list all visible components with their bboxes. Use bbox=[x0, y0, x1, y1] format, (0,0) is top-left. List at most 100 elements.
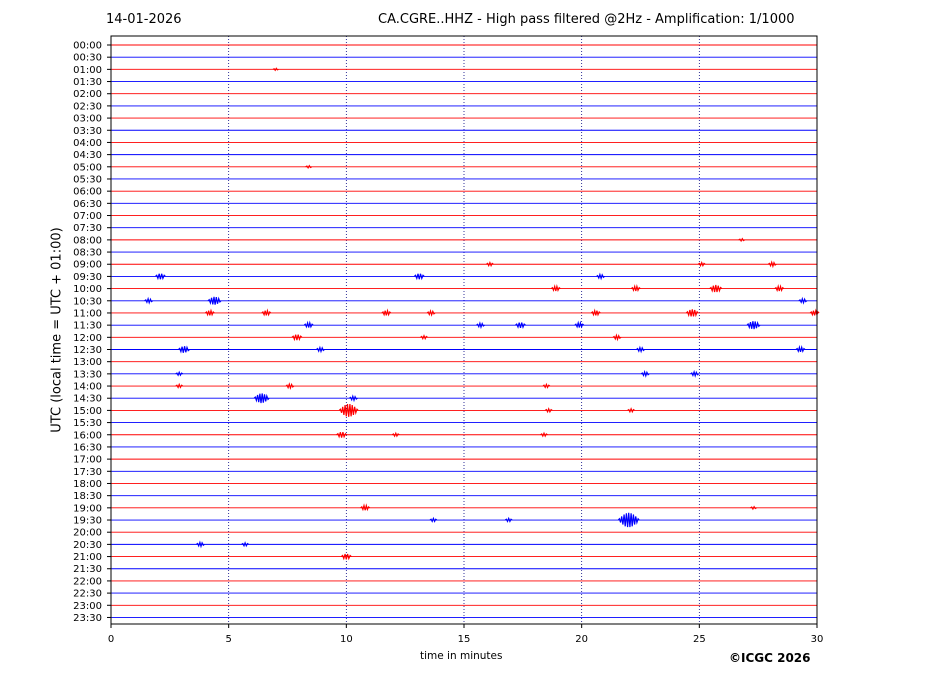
y-tick-label: 00:00 bbox=[73, 41, 102, 52]
seismic-event bbox=[550, 284, 561, 293]
seismic-event bbox=[413, 273, 425, 281]
y-tick-label: 18:30 bbox=[73, 491, 102, 502]
seismic-event bbox=[636, 345, 645, 354]
seismic-event bbox=[540, 431, 548, 438]
y-tick-label: 09:30 bbox=[73, 272, 102, 283]
y-tick-label: 23:30 bbox=[73, 613, 102, 624]
y-tick-label: 01:00 bbox=[73, 65, 102, 76]
seismic-event bbox=[476, 321, 485, 330]
seismic-event bbox=[767, 260, 777, 269]
y-tick-label: 12:30 bbox=[73, 345, 102, 356]
x-tick-label: 0 bbox=[108, 634, 114, 645]
seismic-event bbox=[175, 370, 184, 377]
seismic-event bbox=[738, 237, 746, 243]
y-tick-label: 14:30 bbox=[73, 394, 102, 405]
seismic-event bbox=[697, 260, 706, 268]
x-tick-label: 10 bbox=[340, 634, 353, 645]
y-tick-label: 17:30 bbox=[73, 467, 102, 478]
y-tick-label: 04:00 bbox=[73, 138, 102, 149]
y-tick-label: 05:00 bbox=[73, 162, 102, 173]
seismic-event bbox=[685, 309, 699, 318]
seismic-event bbox=[336, 432, 348, 439]
seismic-event bbox=[338, 404, 359, 417]
y-tick-label: 12:00 bbox=[73, 333, 102, 344]
seismic-event bbox=[196, 540, 205, 549]
seismic-event bbox=[746, 320, 761, 330]
y-tick-label: 16:30 bbox=[73, 442, 102, 453]
y-tick-label: 23:00 bbox=[73, 601, 102, 612]
y-tick-label: 19:30 bbox=[73, 516, 102, 527]
seismic-event bbox=[360, 503, 371, 512]
y-tick-label: 08:30 bbox=[73, 248, 102, 259]
seismic-event bbox=[640, 369, 650, 378]
y-tick-label: 05:30 bbox=[73, 174, 102, 185]
seismic-event bbox=[381, 308, 392, 317]
seismic-event bbox=[429, 516, 438, 523]
seismic-event bbox=[261, 308, 272, 317]
seismic-event bbox=[809, 308, 820, 317]
seismic-event bbox=[241, 541, 249, 548]
seismic-event bbox=[590, 308, 601, 317]
y-tick-label: 04:30 bbox=[73, 150, 102, 161]
seismic-event bbox=[204, 308, 215, 317]
seismic-event bbox=[798, 296, 808, 305]
seismic-event bbox=[504, 516, 513, 523]
seismic-event bbox=[305, 164, 313, 170]
y-tick-label: 17:00 bbox=[73, 455, 102, 466]
y-tick-label: 10:00 bbox=[73, 284, 102, 295]
seismic-event bbox=[627, 407, 635, 414]
seismic-event bbox=[515, 322, 526, 329]
seismic-event bbox=[391, 431, 400, 438]
y-tick-label: 15:30 bbox=[73, 418, 102, 429]
y-tick-label: 20:30 bbox=[73, 540, 102, 551]
seismic-event bbox=[316, 345, 325, 354]
x-axis-label: time in minutes bbox=[420, 650, 503, 662]
x-tick-label: 25 bbox=[693, 634, 706, 645]
y-tick-label: 15:00 bbox=[73, 406, 102, 417]
y-tick-label: 00:30 bbox=[73, 53, 102, 64]
y-tick-label: 18:00 bbox=[73, 479, 102, 490]
x-tick-label: 20 bbox=[575, 634, 588, 645]
y-tick-label: 10:30 bbox=[73, 296, 102, 307]
seismic-event bbox=[144, 296, 154, 305]
seismic-event bbox=[630, 284, 641, 293]
chart-title: CA.CGRE..HHZ - High pass filtered @2Hz -… bbox=[378, 12, 795, 27]
y-tick-label: 11:00 bbox=[73, 308, 102, 319]
seismic-event bbox=[617, 512, 640, 528]
y-tick-label: 21:00 bbox=[73, 552, 102, 563]
seismic-event bbox=[544, 407, 553, 414]
y-tick-label: 06:00 bbox=[73, 187, 102, 198]
y-tick-label: 13:30 bbox=[73, 369, 102, 380]
seismic-event bbox=[253, 393, 270, 404]
y-tick-label: 08:00 bbox=[73, 235, 102, 246]
y-tick-label: 11:30 bbox=[73, 321, 102, 332]
seismic-event bbox=[207, 296, 222, 305]
y-tick-label: 09:00 bbox=[73, 260, 102, 271]
y-tick-label: 20:00 bbox=[73, 528, 102, 539]
x-tick-label: 5 bbox=[225, 634, 231, 645]
seismic-event bbox=[574, 320, 585, 329]
seismic-event bbox=[340, 553, 352, 561]
seismic-event bbox=[155, 273, 166, 281]
date-label: 14-01-2026 bbox=[106, 12, 182, 27]
y-tick-label: 13:00 bbox=[73, 357, 102, 368]
seismic-event bbox=[795, 344, 806, 354]
seismic-event bbox=[774, 284, 785, 293]
y-tick-label: 22:00 bbox=[73, 576, 102, 587]
x-tick-label: 15 bbox=[458, 634, 471, 645]
seismic-event bbox=[178, 345, 190, 354]
y-tick-label: 06:30 bbox=[73, 199, 102, 210]
seismic-event bbox=[349, 394, 358, 403]
seismic-event bbox=[750, 505, 757, 511]
seismic-event bbox=[709, 284, 723, 293]
seismic-event bbox=[542, 382, 551, 389]
y-tick-label: 16:00 bbox=[73, 430, 102, 441]
y-tick-label: 02:30 bbox=[73, 101, 102, 112]
copyright-label: ©ICGC 2026 bbox=[729, 651, 811, 665]
seismic-event bbox=[596, 272, 605, 281]
y-tick-label: 03:30 bbox=[73, 126, 102, 137]
seismic-event bbox=[175, 382, 184, 389]
seismic-event bbox=[285, 382, 295, 391]
y-tick-label: 07:00 bbox=[73, 211, 102, 222]
